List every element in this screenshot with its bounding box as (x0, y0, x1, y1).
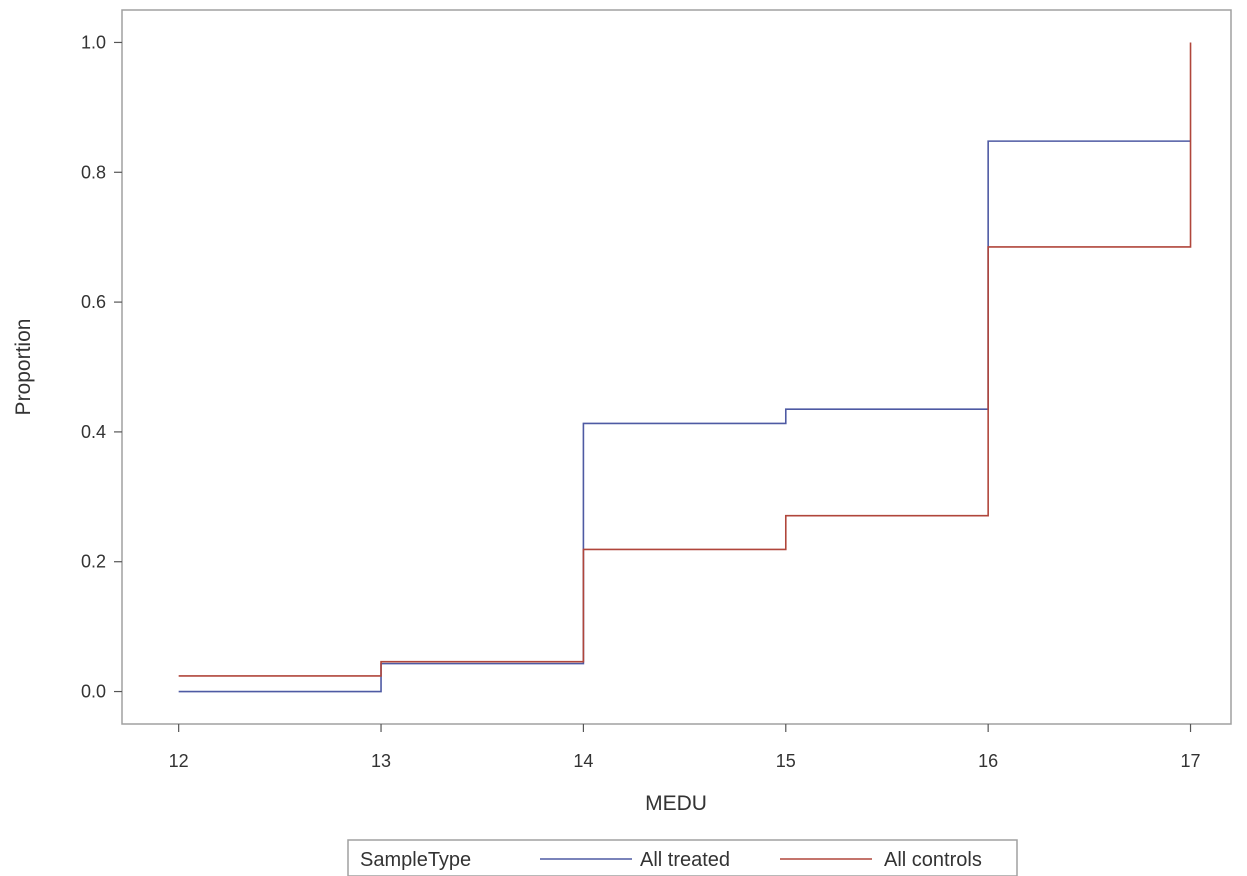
legend: SampleType All treated All controls (347, 839, 1018, 876)
y-tick-label-0.2: 0.2 (81, 552, 106, 572)
legend-label-all-controls: All controls (884, 849, 982, 871)
x-tick-label-14: 14 (573, 751, 593, 771)
x-tick-label-17: 17 (1181, 751, 1201, 771)
x-axis: 12 13 14 15 16 17 (169, 724, 1201, 771)
series-layer (178, 42, 1192, 693)
y-tick-label-0.6: 0.6 (81, 292, 106, 312)
y-axis-label: Proportion (12, 319, 35, 416)
y-tick-label-1.0: 1.0 (81, 32, 106, 52)
y-tick-label-0.4: 0.4 (81, 422, 106, 442)
x-tick-label-13: 13 (371, 751, 391, 771)
x-axis-label: MEDU (645, 792, 707, 815)
x-tick-label-15: 15 (776, 751, 796, 771)
legend-box (347, 839, 1018, 876)
y-axis: 0.0 0.2 0.4 0.6 0.8 1.0 (81, 32, 122, 702)
x-tick-label-12: 12 (169, 751, 189, 771)
series-line-all-controls (178, 42, 1192, 677)
y-tick-label-0.8: 0.8 (81, 162, 106, 182)
legend-label-all-treated: All treated (640, 849, 730, 871)
x-tick-label-16: 16 (978, 751, 998, 771)
legend-title: SampleType (360, 849, 471, 871)
plot-frame (121, 9, 1232, 725)
y-tick-label-0.0: 0.0 (81, 682, 106, 702)
